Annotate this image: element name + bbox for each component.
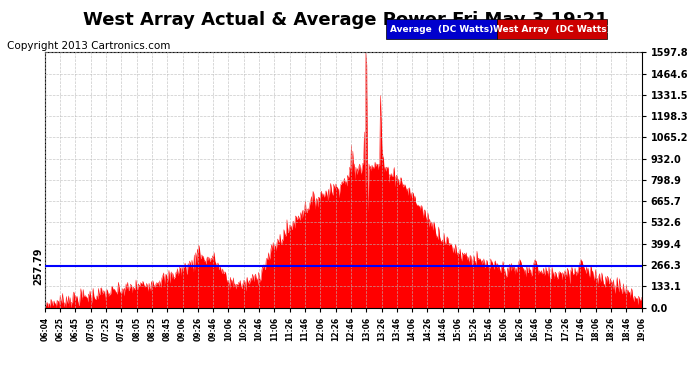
Text: West Array Actual & Average Power Fri May 3 19:21: West Array Actual & Average Power Fri Ma… (83, 11, 607, 29)
Text: Average  (DC Watts): Average (DC Watts) (390, 25, 493, 34)
Text: West Array  (DC Watts): West Array (DC Watts) (493, 25, 611, 34)
Text: Copyright 2013 Cartronics.com: Copyright 2013 Cartronics.com (7, 41, 170, 51)
